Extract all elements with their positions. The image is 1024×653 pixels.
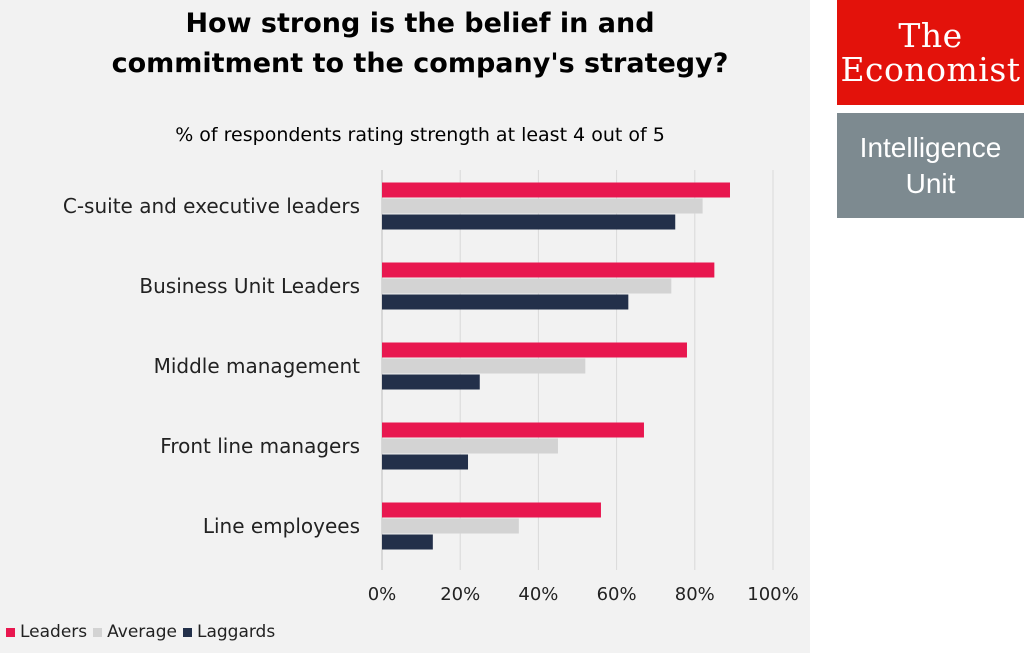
bar-leaders bbox=[382, 182, 730, 198]
legend-item-laggards: Laggards bbox=[182, 622, 276, 642]
bar-average bbox=[382, 278, 672, 294]
chart-subtitle: % of respondents rating strength at leas… bbox=[175, 124, 665, 146]
legend-label-leaders: Leaders bbox=[20, 622, 88, 642]
legend-label-laggards: Laggards bbox=[196, 622, 276, 642]
bar-laggards bbox=[382, 374, 480, 390]
bar-laggards bbox=[382, 454, 469, 470]
category-label: Business Unit Leaders bbox=[139, 274, 360, 298]
legend-swatch-average bbox=[93, 627, 103, 637]
legend-swatch-leaders bbox=[6, 627, 15, 637]
x-tick-label: 100% bbox=[747, 584, 798, 605]
legend: Leaders Average Laggards bbox=[6, 622, 275, 642]
legend-label-average: Average bbox=[107, 622, 177, 642]
eiu-logo: Intelligence Unit bbox=[837, 113, 1024, 218]
bar-leaders bbox=[382, 502, 601, 518]
bar-leaders bbox=[382, 262, 715, 278]
category-label: Middle management bbox=[154, 354, 361, 378]
category-label: Line employees bbox=[203, 514, 360, 538]
bar-laggards bbox=[382, 534, 433, 550]
economist-logo: The Economist bbox=[837, 0, 1024, 105]
bar-laggards bbox=[382, 294, 629, 310]
chart-title: How strong is the belief in and commitme… bbox=[111, 8, 729, 79]
eiu-logo-line-1: Intelligence bbox=[859, 131, 1002, 163]
bar-average bbox=[382, 358, 586, 374]
bar-chart: 0% 20% 40% 60% 80% 100% C-suite and executive … bbox=[63, 170, 799, 605]
economist-logo-line-2: Economist bbox=[840, 49, 1021, 89]
bar-average bbox=[382, 518, 519, 534]
x-tick-label: 60% bbox=[597, 584, 637, 605]
bar-leaders bbox=[382, 342, 687, 358]
bar-laggards bbox=[382, 214, 676, 230]
category-label: C-suite and executive leaders bbox=[63, 194, 360, 218]
category-label: Front line managers bbox=[160, 434, 360, 458]
x-tick-label: 0% bbox=[368, 584, 397, 605]
bar-average bbox=[382, 438, 558, 454]
x-tick-label: 40% bbox=[518, 584, 558, 605]
bar-leaders bbox=[382, 422, 644, 438]
legend-item-average: Average bbox=[93, 622, 177, 642]
legend-swatch-laggards bbox=[182, 627, 192, 637]
x-tick-label: 20% bbox=[440, 584, 480, 605]
x-tick-label: 80% bbox=[675, 584, 715, 605]
economist-logo-line-1: The bbox=[898, 15, 963, 55]
bar-average bbox=[382, 198, 703, 214]
eiu-logo-line-2: Unit bbox=[905, 167, 956, 199]
legend-item-leaders: Leaders bbox=[6, 622, 87, 642]
